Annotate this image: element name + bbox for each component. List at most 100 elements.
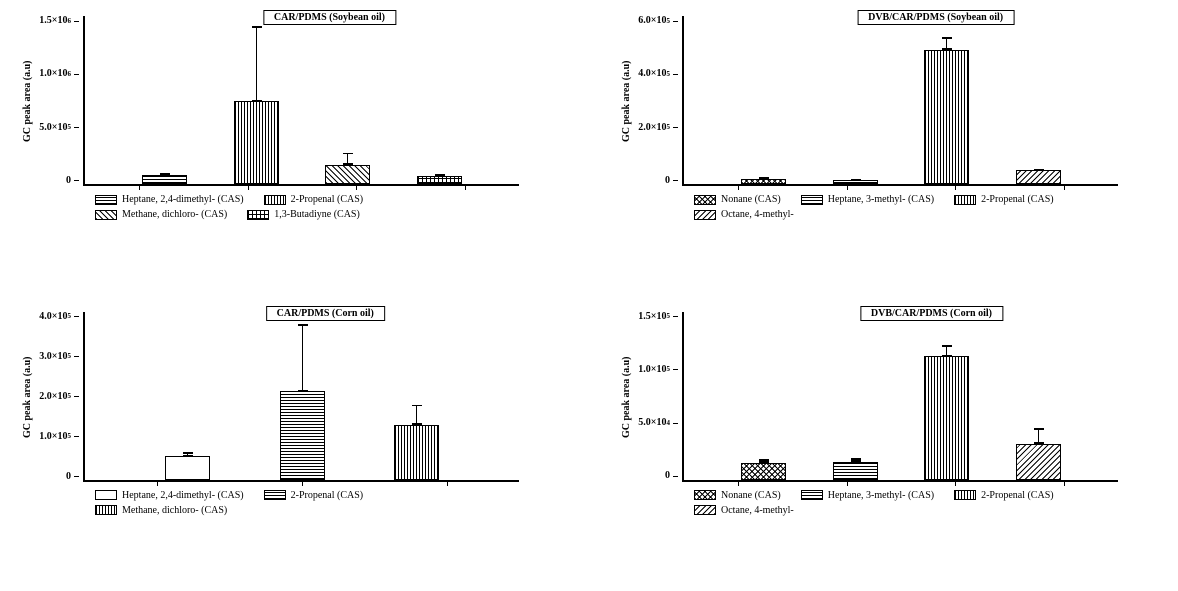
- legend-swatch: [694, 490, 716, 500]
- legend-item: Heptane, 2,4-dimethyl- (CAS): [95, 490, 244, 501]
- y-tick: 0: [665, 471, 678, 481]
- x-tick: [447, 481, 448, 486]
- y-tick: 1.5×105: [638, 312, 678, 322]
- legend-item: Octane, 4-methyl-: [694, 505, 794, 516]
- y-axis-label: GC peak area (a.u): [20, 16, 35, 186]
- error-bar: [946, 37, 947, 50]
- legend-label: Heptane, 2,4-dimethyl- (CAS): [122, 490, 244, 501]
- bars-container: [85, 16, 519, 184]
- legend-swatch: [954, 490, 976, 500]
- legend-label: Nonane (CAS): [721, 490, 781, 501]
- legend: Nonane (CAS) Heptane, 3-methyl- (CAS) 2-Pr…: [694, 490, 1074, 516]
- legend-label: Methane, dichloro- (CAS): [122, 505, 227, 516]
- legend-label: Heptane, 3-methyl- (CAS): [828, 490, 934, 501]
- panel-title: CAR/PDMS (Corn oil): [266, 306, 385, 321]
- error-bar: [855, 458, 856, 461]
- y-tick: 1.0×105: [39, 432, 79, 442]
- y-tick: 0: [66, 472, 79, 482]
- error-bar: [946, 345, 947, 356]
- x-tick: [955, 185, 956, 190]
- bars-container: [684, 312, 1118, 480]
- bar-rect: [741, 463, 786, 480]
- bar: [1016, 16, 1061, 184]
- y-tick: 1.0×106: [39, 69, 79, 79]
- y-tick: 5.0×104: [638, 418, 678, 428]
- y-axis-label: GC peak area (a.u): [619, 16, 634, 186]
- x-tick: [248, 185, 249, 190]
- legend-swatch: [95, 490, 117, 500]
- bar: [234, 16, 279, 184]
- legend-label: 2-Propenal (CAS): [291, 490, 364, 501]
- bar: [741, 16, 786, 184]
- bar-rect: [1016, 170, 1061, 184]
- bar-rect: [165, 456, 210, 479]
- y-tick: 4.0×105: [39, 312, 79, 322]
- legend-label: Nonane (CAS): [721, 194, 781, 205]
- x-tick: [738, 481, 739, 486]
- bar: [325, 16, 370, 184]
- bar: [417, 16, 462, 184]
- y-tick: 2.0×105: [39, 392, 79, 402]
- error-bar: [416, 405, 417, 425]
- legend-label: Heptane, 2,4-dimethyl- (CAS): [122, 194, 244, 205]
- y-axis: 1.5×105 1.0×105 5.0×104 0: [634, 312, 682, 482]
- plot-area: [682, 312, 1118, 482]
- bar: [833, 312, 878, 480]
- y-axis: 1.5×1061.0×1065.0×1050: [35, 16, 83, 186]
- legend-swatch: [694, 210, 716, 220]
- panel-title: CAR/PDMS (Soybean oil): [263, 10, 396, 25]
- error-bar: [855, 179, 856, 180]
- error-bar: [1038, 169, 1039, 170]
- legend-item: Heptane, 3-methyl- (CAS): [801, 490, 934, 501]
- x-tick: [1064, 185, 1065, 190]
- error-bar: [187, 452, 188, 456]
- error-bar: [763, 459, 764, 462]
- y-tick: 0: [66, 176, 79, 186]
- legend-swatch: [95, 505, 117, 515]
- y-tick: 4.0×105: [638, 69, 678, 79]
- x-tick: [847, 481, 848, 486]
- x-tick: [157, 481, 158, 486]
- bar: [741, 312, 786, 480]
- legend-swatch: [801, 490, 823, 500]
- bar: [924, 312, 969, 480]
- plot-area: [83, 16, 519, 186]
- error-bar: [302, 324, 303, 391]
- chart-panel-d: DVB/CAR/PDMS (Corn oil) GC peak area (a.u…: [619, 306, 1158, 582]
- x-tick: [139, 185, 140, 190]
- plot-area: [682, 16, 1118, 186]
- legend: Nonane (CAS)Heptane, 3-methyl- (CAS)2-Pr…: [694, 194, 1074, 220]
- legend: Heptane, 2,4-dimethyl- (CAS) 2-Propenal (…: [95, 490, 475, 516]
- y-tick: 5.0×105: [39, 123, 79, 133]
- y-tick: 1.0×105: [638, 365, 678, 375]
- legend-label: Heptane, 3-methyl- (CAS): [828, 194, 934, 205]
- plot-row: GC peak area (a.u)1.5×1061.0×1065.0×1050: [20, 16, 559, 186]
- bar-rect: [924, 50, 969, 184]
- legend-item: 2-Propenal (CAS): [264, 490, 364, 501]
- chart-panel-c: CAR/PDMS (Corn oil) GC peak area (a.u) 4.0…: [20, 306, 559, 582]
- y-tick: 3.0×105: [39, 352, 79, 362]
- panel-title: DVB/CAR/PDMS (Corn oil): [860, 306, 1003, 321]
- x-tick: [847, 185, 848, 190]
- y-tick: 0: [665, 176, 678, 186]
- error-bar: [347, 153, 348, 165]
- y-axis-label: GC peak area (a.u): [619, 312, 634, 482]
- bar-rect: [394, 425, 439, 480]
- bar: [1016, 312, 1061, 480]
- x-tick: [356, 185, 357, 190]
- panel-title: DVB/CAR/PDMS (Soybean oil): [857, 10, 1014, 25]
- y-tick: 2.0×105: [638, 123, 678, 133]
- y-axis-label: GC peak area (a.u): [20, 312, 35, 482]
- chart-panel-a: CAR/PDMS (Soybean oil) GC peak area (a.u)…: [20, 10, 559, 286]
- legend-item: 2-Propenal (CAS): [954, 490, 1054, 501]
- bar: [394, 312, 439, 480]
- bar-rect: [741, 179, 786, 184]
- plot-area: [83, 312, 519, 482]
- legend-swatch: [264, 195, 286, 205]
- bars-container: [684, 16, 1118, 184]
- legend-label: 2-Propenal (CAS): [291, 194, 364, 205]
- legend-item: Methane, dichloro- (CAS): [95, 505, 227, 516]
- y-tick: 6.0×105: [638, 16, 678, 26]
- plot-row: GC peak area (a.u) 4.0×105 3.0×105 2.0×105 1…: [20, 312, 559, 482]
- x-tick: [738, 185, 739, 190]
